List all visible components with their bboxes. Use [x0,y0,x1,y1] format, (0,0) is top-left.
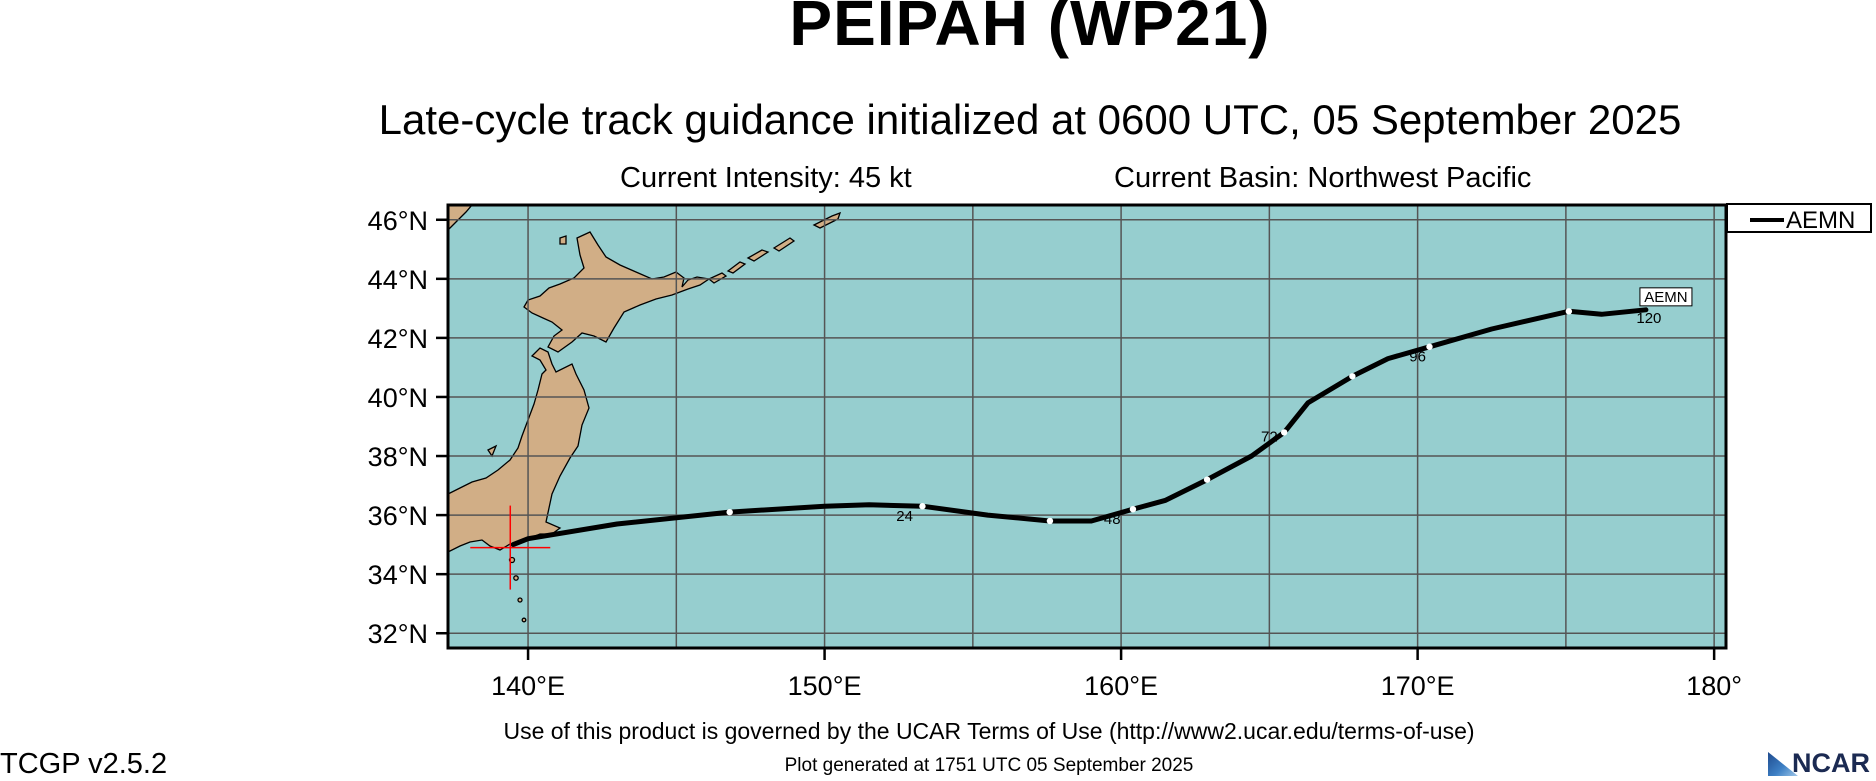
track-point-marker [919,503,926,510]
track-layer: 24 48 72 96 120 AEMN [510,287,1693,548]
legend: AEMN [1726,203,1872,234]
track-point-marker [1129,505,1137,513]
current-basin: Current Basin: Northwest Pacific [1114,162,1532,194]
y-axis-ticks: 46°N 44°N 42°N 40°N 38°N 36°N 34°N 32°N [368,206,448,649]
x-tick-label: 170°E [1381,671,1455,701]
land-izu-island [521,617,527,623]
forecast-hour-label: 96 [1409,349,1426,366]
track-end-label-box [1639,287,1693,307]
land-izu-island [517,597,523,603]
map-grid [448,205,1726,648]
ncar-logo: NCAR [1768,748,1870,779]
forecast-track-line [510,307,1649,548]
land-kuril-island [726,261,747,274]
current-intensity: Current Intensity: 45 kt [620,162,912,194]
y-tick-label: 36°N [368,501,428,531]
track-end-label: AEMN [1644,289,1687,306]
plot-frame [446,203,1728,650]
track-point-marker [1565,308,1573,315]
track-point-marker [1203,476,1211,483]
land-izu-island [513,575,519,581]
ocean-background [448,205,1726,648]
legend-label: AEMN [1786,207,1856,234]
chart-title: PEIPAH (WP21) [789,0,1271,59]
x-tick-label: 160°E [1084,671,1158,701]
version-label: TCGP v2.5.2 [0,748,168,780]
x-tick-label: 140°E [491,671,565,701]
x-tick-label: 180° [1686,671,1742,701]
legend-line-swatch [1750,218,1784,222]
y-tick-label: 34°N [368,560,428,590]
land-honshu [448,347,590,553]
land-kuril-island [746,249,770,262]
forecast-hour-label: 24 [896,508,913,525]
track-point-marker [1426,343,1433,350]
y-tick-label: 38°N [368,442,428,472]
track-point-marker [1280,429,1288,436]
y-tick-label: 44°N [368,265,428,295]
plot-generated-text: Plot generated at 1751 UTC 05 September … [784,755,1194,776]
land-island [487,444,498,458]
chart-subtitle: Late-cycle track guidance initialized at… [378,96,1682,143]
land-kuril-island [707,272,728,284]
land-kuril-island [772,237,796,252]
y-tick-label: 46°N [368,206,428,236]
y-tick-label: 32°N [368,619,428,649]
land-hokkaido [523,231,711,353]
y-tick-label: 40°N [368,383,428,413]
forecast-hour-label: 120 [1636,310,1661,327]
track-point-marker [1046,517,1054,525]
track-point-marker [726,508,733,516]
terms-of-use-text: Use of this product is governed by the U… [503,718,1475,744]
x-axis-ticks: 140°E 150°E 160°E 170°E 180° [491,648,1742,701]
land-layer [448,205,842,623]
track-point-marker [1349,373,1356,380]
forecast-hour-label: 72 [1261,428,1278,445]
y-tick-label: 42°N [368,324,428,354]
x-tick-label: 150°E [788,671,862,701]
land-island [559,235,567,245]
forecast-hour-label: 48 [1104,511,1121,528]
